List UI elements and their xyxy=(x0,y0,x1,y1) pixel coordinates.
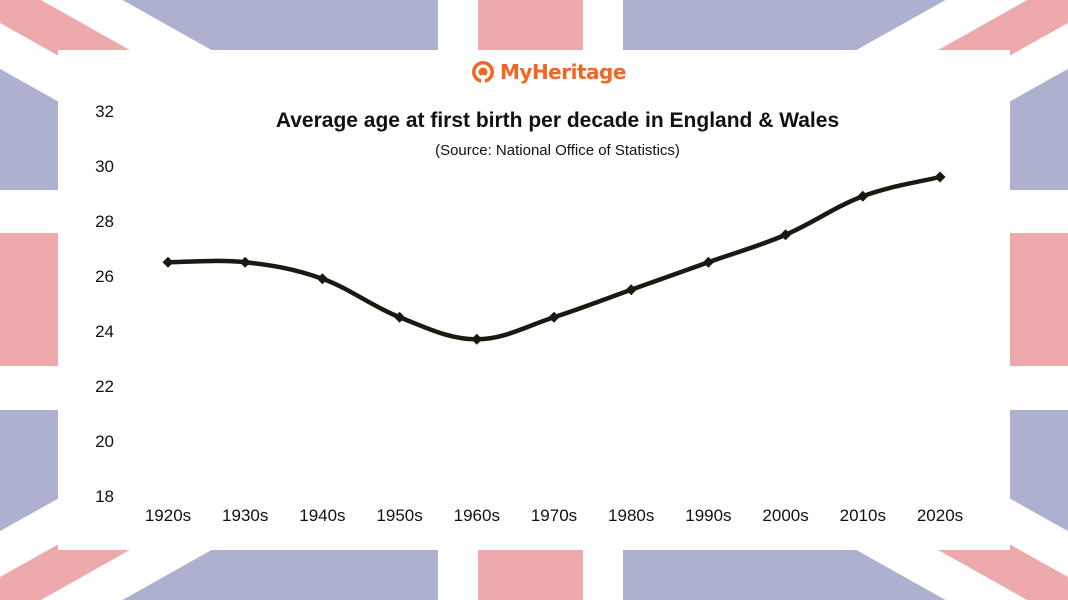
data-point-marker xyxy=(316,273,328,285)
x-axis: 1920s 1930s 1940s 1950s 1960s 1970s 1980s 1990s… xyxy=(145,506,963,525)
y-tick-label: 28 xyxy=(95,212,114,231)
data-point-marker xyxy=(162,256,174,268)
x-tick-label: 1920s xyxy=(145,506,191,525)
myheritage-logo-text: MyHeritage xyxy=(500,60,626,84)
chart-title: Average age at first birth per decade in… xyxy=(275,109,840,132)
y-tick-label: 26 xyxy=(95,267,114,286)
x-tick-label: 2000s xyxy=(762,506,808,525)
x-tick-label: 1950s xyxy=(376,506,422,525)
x-tick-label: 1960s xyxy=(454,506,500,525)
data-point-marker xyxy=(394,311,406,323)
x-tick-label: 1930s xyxy=(222,506,268,525)
data-point-marker xyxy=(934,171,946,183)
y-tick-label: 22 xyxy=(95,377,114,396)
x-tick-label: 2020s xyxy=(917,506,963,525)
y-tick-label: 18 xyxy=(95,487,114,506)
x-tick-label: 1940s xyxy=(299,506,345,525)
chart-card xyxy=(58,50,1010,550)
data-point-marker xyxy=(239,256,251,268)
data-point-marker xyxy=(857,190,869,202)
series-points xyxy=(162,171,946,345)
data-point-marker xyxy=(702,256,714,268)
data-point-marker xyxy=(780,229,792,241)
myheritage-logo-icon xyxy=(472,61,494,85)
y-tick-label: 24 xyxy=(95,322,114,341)
x-tick-label: 1970s xyxy=(531,506,577,525)
x-tick-label: 1980s xyxy=(608,506,654,525)
chart-subtitle: (Source: National Office of Statistics) xyxy=(435,142,680,159)
data-point-marker xyxy=(625,284,637,296)
x-tick-label: 1990s xyxy=(685,506,731,525)
data-point-marker xyxy=(471,333,483,345)
y-tick-label: 32 xyxy=(95,102,114,121)
myheritage-logo: MyHeritage xyxy=(470,58,626,86)
x-tick-label: 2010s xyxy=(840,506,886,525)
y-axis: 18 20 22 24 26 28 30 32 xyxy=(95,102,114,506)
y-tick-label: 20 xyxy=(95,432,114,451)
y-tick-label: 30 xyxy=(95,157,114,176)
data-point-marker xyxy=(548,311,560,323)
